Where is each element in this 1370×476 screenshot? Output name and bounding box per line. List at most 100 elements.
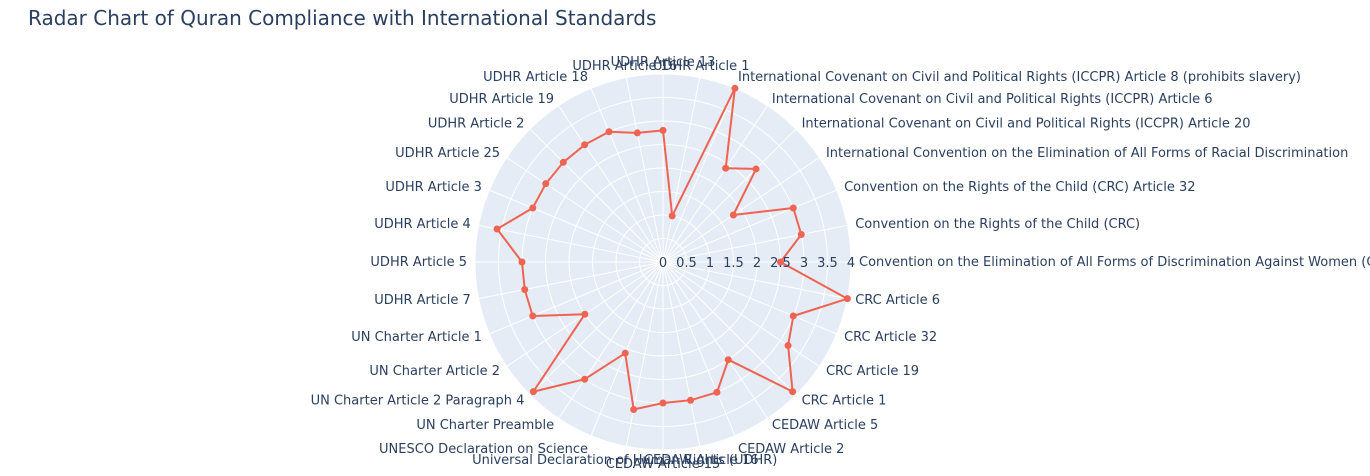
angular-gridline	[529, 261, 664, 396]
data-point	[777, 258, 784, 266]
angular-gridline	[625, 77, 664, 263]
series-compliance	[493, 84, 851, 414]
data-point	[529, 388, 537, 396]
data-point	[559, 158, 567, 166]
data-point	[518, 258, 526, 266]
category-label: CRC Article 1	[802, 394, 887, 409]
angular-gridline	[662, 157, 820, 263]
angular-gridline	[590, 88, 664, 263]
angular-gridline	[590, 261, 664, 436]
category-label: UN Charter Article 2	[369, 364, 500, 379]
category-label: CEDAW Article 15	[606, 457, 721, 472]
radial-tick-label: 3.5	[817, 256, 838, 271]
category-label: UN Charter Preamble	[416, 418, 554, 433]
data-point	[521, 286, 529, 294]
data-point	[731, 84, 739, 92]
radial-tick-label: 2	[753, 256, 761, 271]
data-point	[581, 310, 589, 318]
category-label: UDHR Article 3	[385, 180, 482, 195]
radial-tick-label: 0	[659, 256, 667, 271]
category-label: International Covenant on Civil and Poli…	[802, 116, 1251, 131]
angular-gridline	[506, 157, 664, 263]
angular-gridline	[625, 261, 664, 447]
category-label: UDHR Article 4	[374, 217, 471, 232]
category-label: UDHR Article 7	[374, 293, 471, 308]
angular-gridline	[489, 189, 664, 263]
angular-gridline	[662, 261, 820, 367]
angular-gridline	[489, 261, 664, 335]
angular-gridline	[662, 261, 837, 335]
data-point	[581, 141, 589, 149]
data-point	[789, 204, 797, 212]
angular-gridline	[662, 261, 768, 419]
radial-tick-label: 0.5	[676, 256, 697, 271]
chart-title: Radar Chart of Quran Compliance with Int…	[28, 6, 657, 30]
category-label: International Convention on the Eliminat…	[826, 146, 1348, 161]
angular-gridline	[662, 261, 848, 300]
data-point	[722, 164, 730, 172]
data-point	[581, 375, 589, 383]
angular-gridline	[478, 261, 664, 300]
angular-gridline	[529, 128, 664, 263]
data-point	[729, 211, 737, 219]
category-label: UDHR Article 19	[449, 92, 554, 107]
category-label: UDHR Article 13	[611, 55, 716, 70]
angular-gridline	[662, 261, 736, 436]
category-label: CRC Article 32	[844, 330, 937, 345]
angular-gridline	[662, 261, 701, 447]
angular-gridline	[662, 189, 837, 263]
angular-axis-labels: Convention on the Elimination of All For…	[311, 55, 1370, 472]
radial-tick-label: 2.5	[770, 256, 791, 271]
angular-gridline	[478, 224, 664, 263]
data-point	[630, 406, 638, 414]
data-point	[542, 180, 550, 188]
radial-tick-label: 3	[800, 256, 808, 271]
data-point	[687, 396, 695, 404]
data-point	[752, 165, 760, 173]
data-point	[659, 126, 667, 134]
data-point	[797, 230, 805, 238]
data-point	[621, 349, 629, 357]
category-label: CRC Article 6	[855, 293, 940, 308]
data-point	[605, 128, 613, 136]
data-point	[668, 212, 676, 220]
category-label: Convention on the Rights of the Child (C…	[844, 180, 1195, 195]
category-label: UDHR Article 18	[483, 70, 588, 85]
category-label: CRC Article 19	[826, 364, 919, 379]
data-point	[724, 356, 732, 364]
category-label: UDHR Article 16	[572, 59, 677, 74]
category-label: CEDAW Article 16	[644, 453, 759, 468]
category-label: International Covenant on Civil and Poli…	[772, 92, 1213, 107]
category-label: CEDAW Article 5	[772, 418, 878, 433]
data-point	[529, 312, 537, 320]
angular-gridline	[662, 77, 701, 263]
category-label: Convention on the Elimination of All For…	[859, 255, 1370, 270]
category-label: CEDAW Article 2	[738, 442, 844, 457]
category-label: International Covenant on Civil and Poli…	[738, 70, 1301, 85]
data-point	[789, 312, 797, 320]
category-label: Universal Declaration of Human Rights (U…	[472, 453, 777, 468]
angular-gridline	[662, 105, 768, 263]
data-point	[784, 342, 792, 350]
angular-gridline	[662, 88, 736, 263]
category-label: UN Charter Article 2 Paragraph 4	[311, 394, 525, 409]
angular-gridline	[558, 261, 664, 419]
category-label: UN Charter Article 1	[351, 330, 482, 345]
category-label: UDHR Article 1	[653, 59, 750, 74]
radial-axis-ticks: 0 0.5 1 1.5 2 2.5 3 3.5 4	[659, 256, 855, 271]
angular-gridline	[558, 105, 664, 263]
category-label: UDHR Article 25	[395, 146, 500, 161]
data-point	[659, 399, 667, 407]
data-point	[843, 295, 851, 303]
angular-gridline	[662, 261, 797, 396]
data-point	[529, 204, 537, 212]
radial-tick-label: 1	[706, 256, 714, 271]
radial-tick-label: 1.5	[723, 256, 744, 271]
data-point	[789, 388, 797, 396]
radial-tick-label: 4	[847, 256, 855, 271]
angular-grid	[475, 74, 851, 450]
angular-gridline	[662, 128, 797, 263]
category-label: UDHR Article 2	[428, 116, 525, 131]
data-point	[713, 388, 721, 396]
